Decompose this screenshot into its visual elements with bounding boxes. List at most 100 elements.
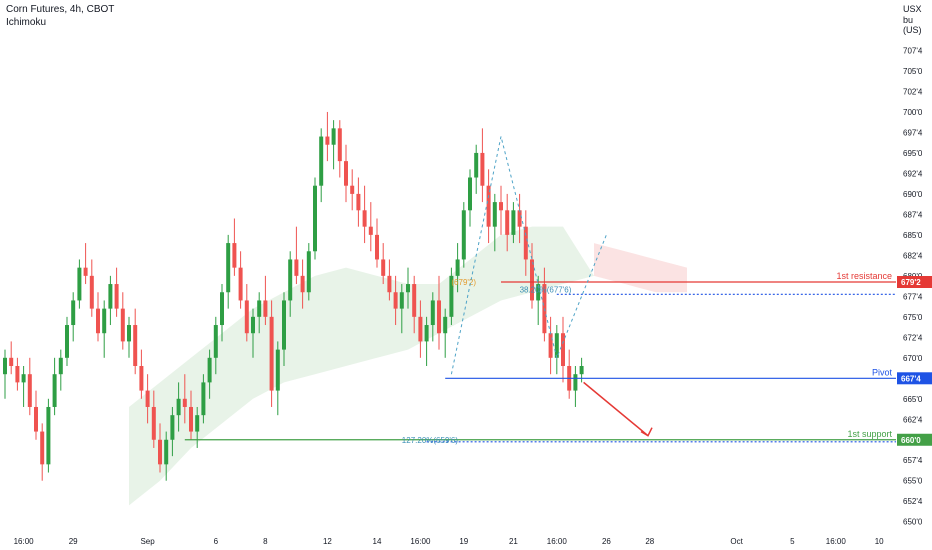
candle <box>89 259 94 317</box>
candle-body <box>492 202 497 227</box>
candle-body <box>220 292 224 326</box>
candle-body <box>102 308 107 334</box>
candle-body <box>443 316 448 334</box>
candle-body <box>381 259 386 276</box>
candle-body <box>275 349 280 391</box>
candle-body <box>455 259 460 276</box>
candle-body <box>437 300 441 334</box>
candle-body <box>201 382 206 416</box>
candle-body <box>96 308 100 334</box>
candle <box>399 284 404 334</box>
candle-body <box>331 128 336 145</box>
candle <box>207 349 212 399</box>
candle <box>406 267 410 309</box>
unit-label: USX <box>903 4 922 14</box>
x-tick-label: 16:00 <box>826 537 847 546</box>
levels: 1st resistance Pivot 1st support 38.20%(677… <box>184 136 896 445</box>
candle-body <box>9 357 14 366</box>
candle-body <box>480 152 485 186</box>
candle-body <box>536 284 541 301</box>
pivot-price-tag-label: 667'4 <box>901 374 921 383</box>
candle <box>381 243 386 285</box>
candle-body <box>170 415 175 440</box>
candle-body <box>449 275 454 317</box>
candle <box>331 120 336 170</box>
resistance-price-tag <box>897 276 932 288</box>
candle-body <box>344 161 348 186</box>
x-tick-label: 29 <box>69 537 78 546</box>
fib-swing-line[interactable] <box>450 136 607 375</box>
candle-body <box>226 243 231 293</box>
candle <box>46 398 51 473</box>
candle-body <box>108 284 113 309</box>
candle <box>195 406 200 448</box>
candle <box>232 218 237 276</box>
candle <box>567 349 572 399</box>
candle <box>368 202 373 252</box>
x-tick-label: 19 <box>459 537 468 546</box>
candle-body <box>313 185 317 252</box>
candle <box>189 390 193 440</box>
candle <box>133 308 138 375</box>
x-tick-label: 16:00 <box>14 537 35 546</box>
y-tick-label: 657'4 <box>903 456 923 465</box>
candle <box>139 349 144 399</box>
price-axis[interactable]: 707'4 705'0 702'4 700'0 697'4 695'0 692'4 690'0… <box>897 46 932 527</box>
x-tick-label: Sep <box>140 537 155 546</box>
x-tick-label: 28 <box>645 537 654 546</box>
candle <box>430 292 435 342</box>
indicator-label[interactable]: Ichimoku <box>6 17 47 28</box>
candle <box>437 275 441 350</box>
candle-body <box>368 226 373 235</box>
candle-body <box>573 374 578 391</box>
candle <box>15 357 20 391</box>
candle-body <box>319 136 324 186</box>
y-tick-label: 675'0 <box>903 313 923 322</box>
candle <box>27 357 32 416</box>
x-tick-label: 26 <box>602 537 611 546</box>
y-tick-label: 652'4 <box>903 497 923 506</box>
candle <box>34 390 38 440</box>
x-tick-label: 16:00 <box>410 537 431 546</box>
candle <box>492 193 497 252</box>
candle-body <box>263 300 268 317</box>
candle-body <box>65 325 69 358</box>
candle <box>21 366 26 407</box>
candle <box>313 177 317 260</box>
candle <box>455 243 460 293</box>
candle-body <box>158 439 162 465</box>
pivot-label: Pivot <box>872 367 893 377</box>
candle <box>536 275 541 326</box>
y-tick-label: 697'4 <box>903 128 923 137</box>
candle-body <box>269 316 274 391</box>
candle-body <box>257 300 262 317</box>
forecast-arrow[interactable] <box>583 381 649 437</box>
x-tick-label: 12 <box>323 537 332 546</box>
candle <box>182 374 187 424</box>
candle-body <box>58 357 63 375</box>
candle <box>170 406 175 457</box>
resistance-price-tag-label: 679'2 <box>901 278 921 287</box>
y-tick-label: 655'0 <box>903 477 923 486</box>
candle <box>238 251 243 309</box>
candle-body <box>306 251 311 293</box>
y-tick-label: 692'4 <box>903 169 923 178</box>
candle-body <box>387 275 392 293</box>
candle-body <box>120 308 125 342</box>
candle-body <box>27 374 32 407</box>
candle <box>350 169 355 211</box>
candle-body <box>399 292 404 309</box>
y-tick-label: 672'4 <box>903 333 923 342</box>
candle-body <box>530 259 534 301</box>
time-axis[interactable]: 16:00 29 Sep 6 8 12 14 16:00 19 21 16:00 26 28 Oct 5 16… <box>14 537 885 546</box>
candle-body <box>282 300 286 350</box>
candle-body <box>52 374 57 407</box>
x-tick-label: 21 <box>509 537 518 546</box>
candle <box>83 243 88 285</box>
chart-title: Corn Futures, 4h, CBOT <box>6 4 115 15</box>
candle-body <box>561 333 565 366</box>
y-tick-label: 662'4 <box>903 415 923 424</box>
candle-body <box>468 177 472 211</box>
resistance-label: 1st resistance <box>836 271 892 281</box>
